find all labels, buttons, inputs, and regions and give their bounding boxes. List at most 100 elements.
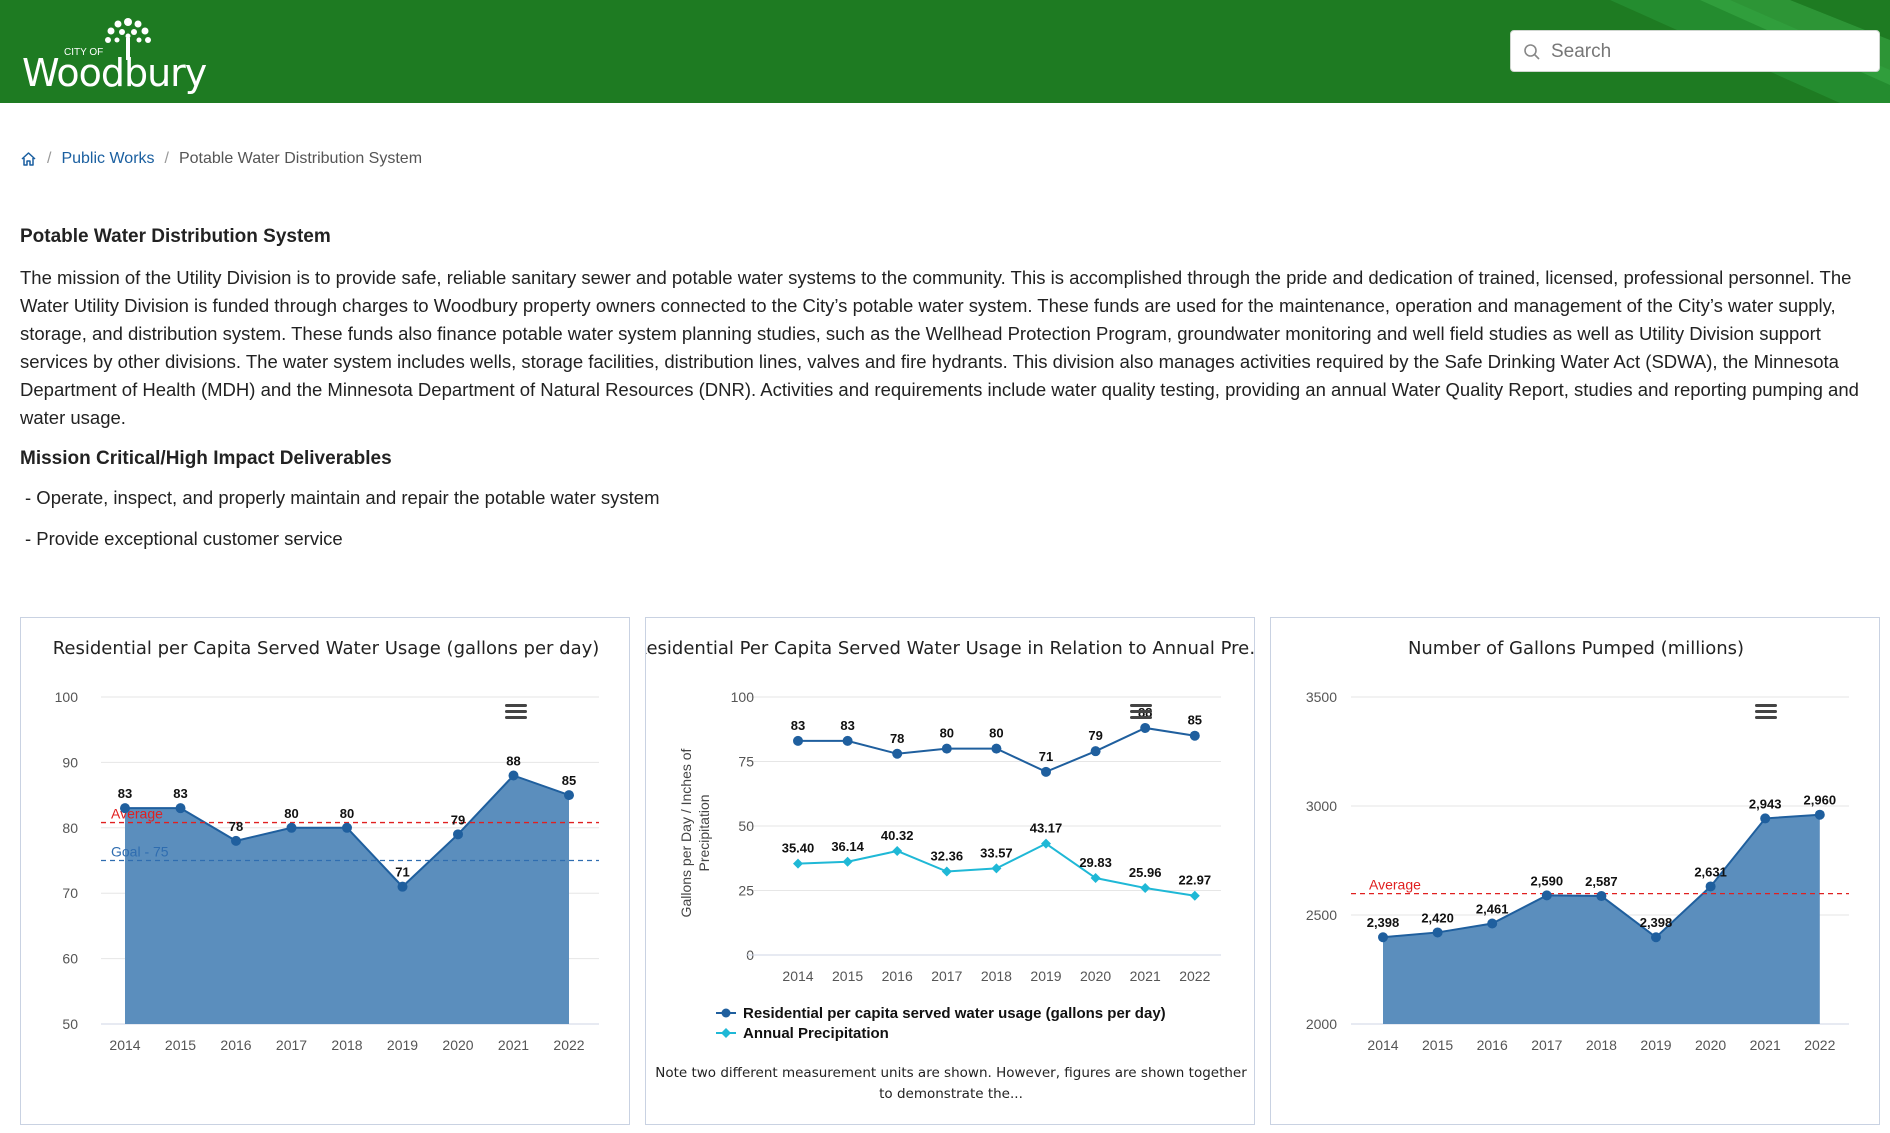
data-label: 2,960 — [1804, 793, 1837, 808]
data-point — [1705, 881, 1716, 892]
data-point — [175, 803, 186, 814]
search-input[interactable] — [1549, 31, 1873, 73]
data-point — [231, 835, 241, 846]
data-point — [342, 822, 352, 833]
menu-icon[interactable] — [505, 704, 527, 719]
data-label: 78 — [229, 819, 243, 834]
x-tick-label: 2018 — [981, 968, 1012, 984]
data-label: 71 — [1039, 749, 1053, 764]
data-label: 2,398 — [1367, 915, 1400, 930]
search-icon — [1524, 44, 1540, 60]
deliverable-item: - Provide exceptional customer service — [25, 528, 343, 549]
data-point — [941, 866, 952, 877]
data-label: 78 — [890, 731, 904, 746]
chart-title: Residential Per Capita Served Water Usag… — [646, 638, 1256, 659]
x-tick-label: 2017 — [276, 1037, 307, 1053]
data-point — [508, 770, 519, 781]
x-tick-label: 2014 — [109, 1037, 140, 1053]
data-point — [1378, 932, 1388, 943]
x-tick-label: 2019 — [1030, 968, 1061, 984]
y-tick-label: 100 — [731, 689, 755, 705]
y-tick-label: 100 — [55, 689, 79, 705]
data-point — [1814, 809, 1825, 820]
x-tick-label: 2018 — [331, 1037, 362, 1053]
x-tick-label: 2016 — [1477, 1037, 1508, 1053]
y-axis-label-line: Precipitation — [696, 794, 712, 871]
home-icon[interactable] — [20, 151, 37, 167]
chart-svg: Residential per Capita Served Water Usag… — [53, 638, 600, 1053]
y-axis-label-line: Gallons per Day / Inches of — [678, 748, 694, 917]
x-tick-label: 2021 — [498, 1037, 529, 1053]
x-tick-label: 2019 — [387, 1037, 418, 1053]
data-point — [564, 790, 574, 801]
data-point — [1487, 918, 1498, 929]
data-label: 2,587 — [1585, 874, 1618, 889]
x-tick-label: 2022 — [553, 1037, 584, 1053]
data-label: 40.32 — [881, 828, 914, 843]
data-point — [941, 743, 952, 754]
y-tick-label: 90 — [62, 754, 78, 770]
data-point — [1596, 891, 1607, 902]
data-point — [842, 856, 853, 867]
legend-item[interactable]: Residential per capita served water usag… — [716, 1005, 1166, 1022]
data-label: 79 — [451, 812, 465, 827]
x-tick-label: 2018 — [1586, 1037, 1617, 1053]
reference-line-label: Goal - 75 — [111, 844, 169, 860]
data-label: 2,420 — [1421, 910, 1454, 925]
data-label: 35.40 — [782, 841, 815, 856]
page-title: Potable Water Distribution System — [20, 226, 331, 247]
chart-svg: Number of Gallons Pumped (millions) 2000 2… — [1306, 638, 1849, 1053]
breadcrumb-public-works[interactable]: Public Works — [61, 150, 155, 167]
data-point — [1432, 927, 1443, 938]
breadcrumb: / Public Works / Potable Water Distribut… — [20, 150, 422, 168]
data-point — [1760, 813, 1771, 824]
woodbury-logo[interactable]: CITY OF Woodbury — [20, 10, 220, 95]
mission-paragraph: The mission of the Utility Division is t… — [20, 267, 1859, 428]
x-tick-label: 2020 — [1695, 1037, 1726, 1053]
data-label: 43.17 — [1030, 821, 1063, 836]
legend-symbol — [721, 1008, 731, 1018]
breadcrumb-separator: / — [47, 150, 52, 167]
data-label: 2,590 — [1531, 873, 1564, 888]
data-point — [1090, 746, 1101, 757]
data-label: 88 — [506, 753, 520, 768]
data-point — [453, 829, 463, 840]
y-tick-label: 60 — [62, 951, 78, 967]
chart-title: Number of Gallons Pumped (millions) — [1408, 638, 1744, 659]
chart-title: Residential per Capita Served Water Usag… — [53, 638, 600, 659]
x-tick-label: 2016 — [882, 968, 913, 984]
chart-card-gallons-pumped: Number of Gallons Pumped (millions) 2000 2… — [1270, 617, 1880, 1125]
legend-item[interactable]: Annual Precipitation — [716, 1025, 889, 1042]
y-tick-label: 70 — [62, 885, 78, 901]
data-point — [1140, 883, 1151, 894]
data-point — [1651, 932, 1661, 943]
menu-icon[interactable] — [1755, 704, 1777, 719]
x-tick-label: 2020 — [442, 1037, 473, 1053]
data-point — [397, 881, 408, 892]
logo-small-text: CITY OF — [64, 47, 103, 58]
logo-main-text: Woodbury — [22, 51, 207, 95]
data-label: 32.36 — [931, 849, 964, 864]
data-label: 85 — [1188, 713, 1202, 728]
x-tick-label: 2022 — [1804, 1037, 1835, 1053]
data-label: 83 — [791, 718, 805, 733]
menu-icon-bar — [505, 704, 527, 707]
x-tick-label: 2017 — [931, 968, 962, 984]
menu-icon-bar — [1755, 716, 1777, 719]
data-point — [892, 845, 903, 856]
x-tick-label: 2014 — [1367, 1037, 1398, 1053]
data-label: 29.83 — [1079, 855, 1112, 870]
data-label: 71 — [395, 865, 409, 880]
data-label: 22.97 — [1179, 873, 1212, 888]
search-box[interactable] — [1510, 30, 1880, 73]
data-label: 2,461 — [1476, 902, 1509, 917]
breadcrumb-current: Potable Water Distribution System — [178, 150, 423, 167]
data-label: 2,631 — [1694, 864, 1727, 879]
menu-icon-bar — [505, 716, 527, 719]
menu-icon[interactable] — [1130, 704, 1152, 719]
data-label: 79 — [1088, 728, 1102, 743]
reference-line-label: Average — [1369, 877, 1421, 893]
x-tick-label: 2014 — [782, 968, 813, 984]
data-point — [1140, 722, 1151, 733]
x-tick-label: 2021 — [1130, 968, 1161, 984]
